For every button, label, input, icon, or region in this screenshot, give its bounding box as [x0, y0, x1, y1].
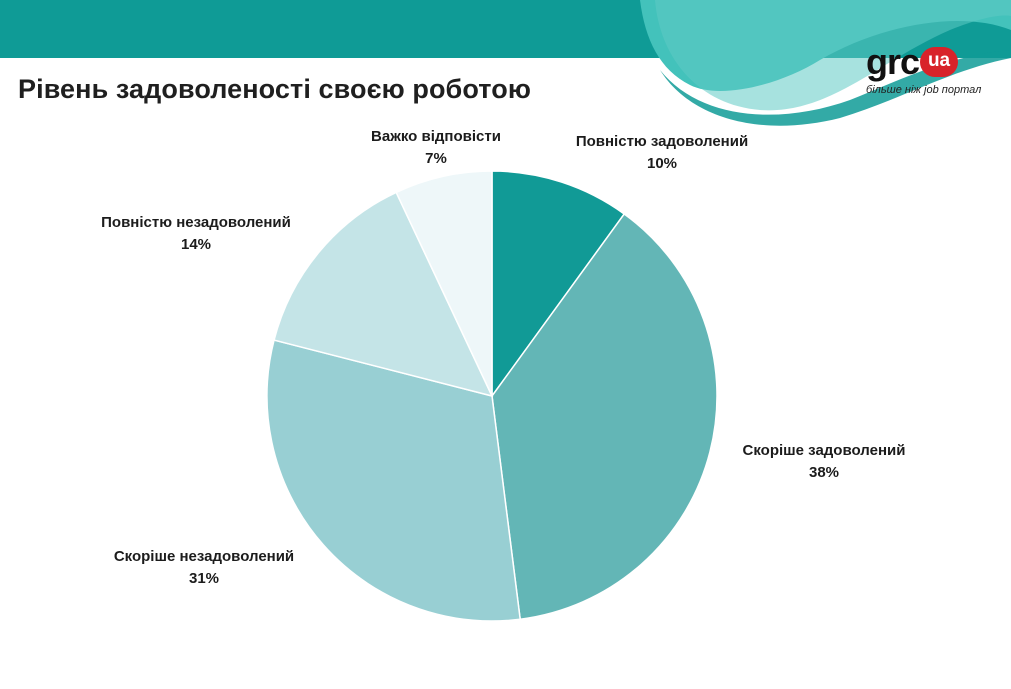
- header-banner: [0, 0, 1011, 126]
- slice-label-value: 38%: [808, 464, 840, 481]
- slice-label-value: 7%: [425, 150, 447, 167]
- slice-label-rather-dissatisfied: Скоріше незадоволений 31%: [114, 546, 294, 590]
- logo-ua-badge: ua: [920, 47, 959, 77]
- slice-label-hard-to-say: Важко відповісти 7%: [371, 126, 501, 170]
- slice-label-text: Скоріше задоволений: [742, 442, 906, 459]
- slice-label-text: Скоріше незадоволений: [113, 548, 295, 565]
- pie-slice-rather-dissatisfied: [266, 339, 522, 622]
- slice-label-text: Повністю задоволений: [575, 133, 749, 150]
- slice-label-value: 10%: [646, 155, 678, 172]
- slice-label-value: 14%: [180, 236, 212, 253]
- slice-label-text: Важко відповісти: [371, 128, 501, 145]
- page-title: Рівень задоволеності своєю роботою: [18, 74, 531, 104]
- pie-slice-rather-satisfied: [491, 212, 718, 621]
- pie-slice-fully-satisfied: [491, 170, 626, 399]
- logo-wordmark: grc: [866, 41, 920, 82]
- slice-label-rather-satisfied: Скоріше задоволений 38%: [743, 440, 906, 484]
- slice-label-value: 31%: [188, 570, 220, 587]
- pie-slice-fully-dissatisfied: [273, 191, 494, 398]
- slice-label-text: Повністю незадоволений: [101, 214, 291, 231]
- logo-tagline: більше ніж job портал: [866, 84, 982, 96]
- grc-ua-logo: grc ua більше ніж job портал: [866, 40, 996, 102]
- slice-label-fully-satisfied: Повністю задоволений 10%: [576, 131, 748, 175]
- pie-slice-hard-to-say: [395, 170, 493, 397]
- slice-label-fully-dissatisfied: Повністю незадоволений 14%: [101, 212, 291, 256]
